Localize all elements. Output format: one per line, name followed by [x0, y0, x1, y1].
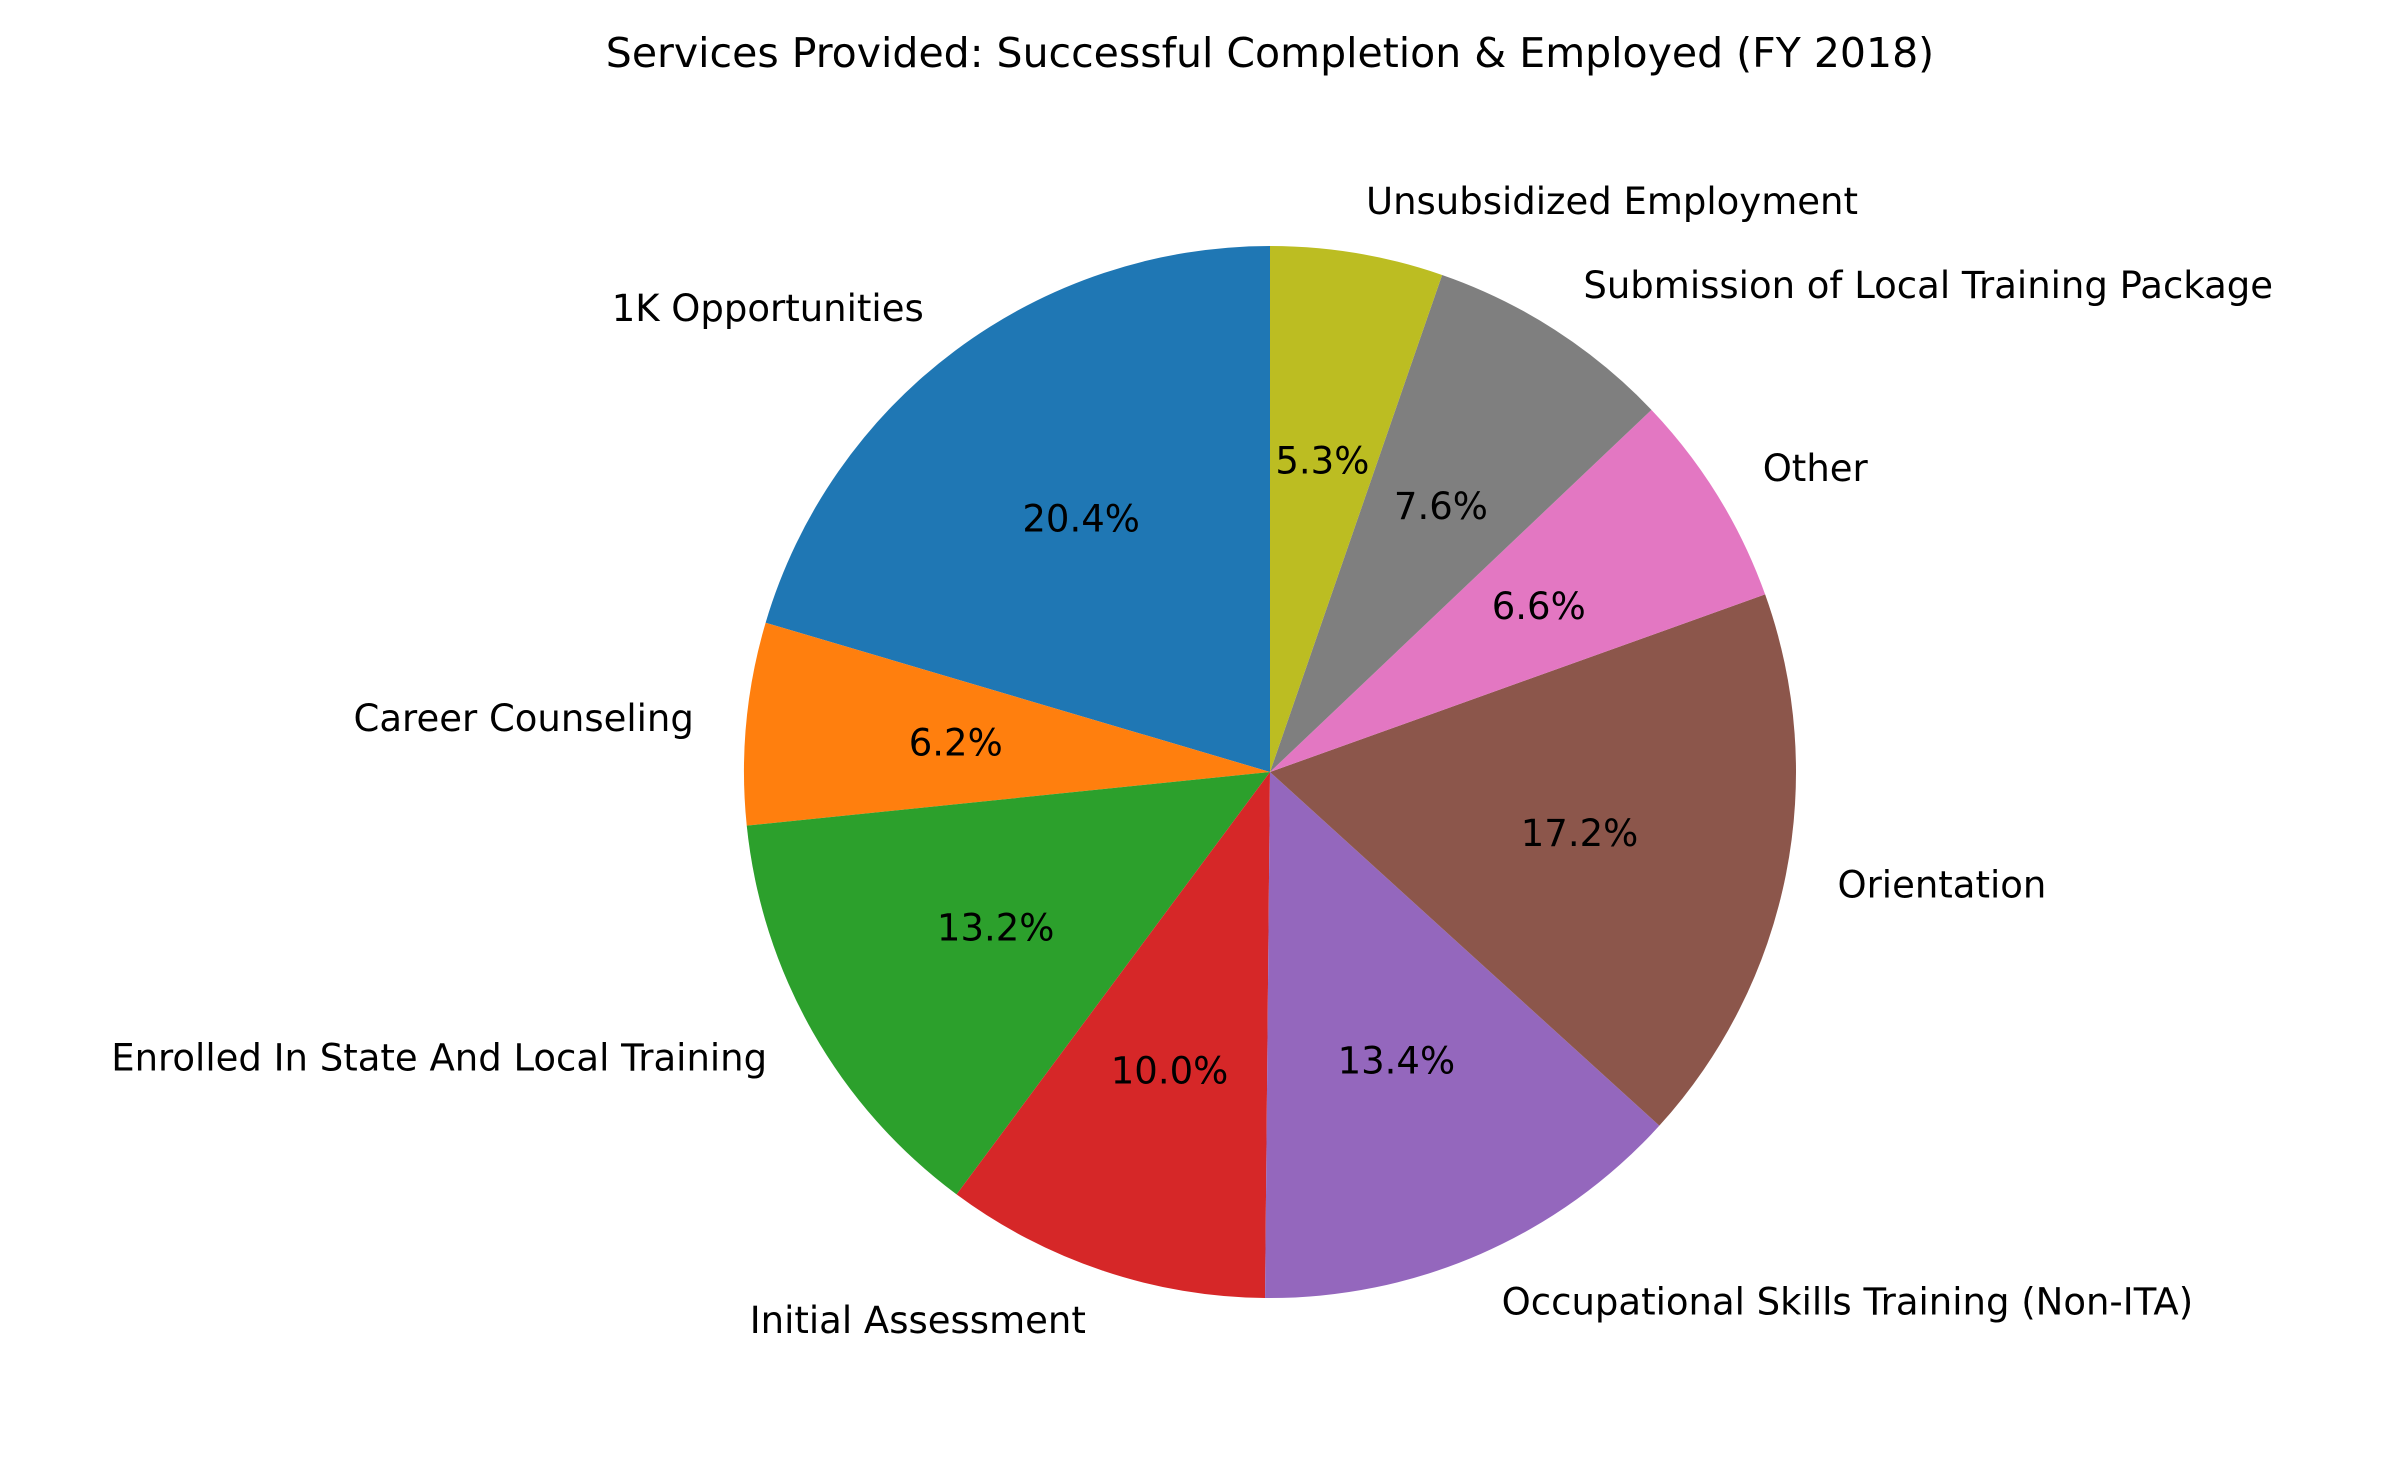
- slice-label-unsubsidized-employment: Unsubsidized Employment: [1366, 180, 1858, 223]
- slice-label-initial-assessment: Initial Assessment: [750, 1299, 1086, 1342]
- chart-title: Services Provided: Successful Completion…: [606, 29, 1934, 77]
- slice-label-orientation: Orientation: [1837, 863, 2046, 906]
- pie-percent-labels: 20.4% 6.2% 13.2% 10.0% 13.4% 17.2% 6.6% 7.6% 5.3…: [909, 439, 1639, 1092]
- slice-label-other: Other: [1763, 447, 1869, 490]
- slice-percent-orientation: 17.2%: [1521, 812, 1639, 855]
- pie-slice-enrolled-in-state-and-local-training: [746, 772, 1270, 1195]
- pie-slice-other: [1270, 409, 1766, 772]
- slice-percent-occupational-skills-training-non-ita: 13.4%: [1338, 1040, 1456, 1083]
- slice-percent-enrolled-in-state-and-local-training: 13.2%: [937, 907, 1055, 950]
- slice-percent-career-counseling: 6.2%: [909, 721, 1003, 764]
- pie-slice-career-counseling: [743, 622, 1270, 826]
- slice-percent-other: 6.6%: [1492, 585, 1586, 628]
- pie-slice-submission-of-local-training-package: [1270, 274, 1652, 772]
- slice-label-career-counseling: Career Counseling: [354, 697, 694, 740]
- slice-percent-submission-of-local-training-package: 7.6%: [1394, 485, 1488, 528]
- slice-label-1k-opportunities: 1K Opportunities: [612, 287, 924, 330]
- slice-percent-unsubsidized-employment: 5.3%: [1275, 439, 1369, 482]
- pie-slice-occupational-skills-training-non-ita: [1265, 772, 1660, 1299]
- pie-slices: [743, 246, 1796, 1299]
- slice-percent-initial-assessment: 10.0%: [1111, 1050, 1229, 1093]
- pie-slice-initial-assessment: [956, 772, 1270, 1298]
- slice-label-enrolled-in-state-and-local-training: Enrolled In State And Local Training: [111, 1037, 767, 1080]
- slice-label-submission-of-local-training-package: Submission of Local Training Package: [1583, 264, 2273, 307]
- slice-percent-1k-opportunities: 20.4%: [1022, 498, 1140, 541]
- pie-slice-orientation: [1270, 594, 1796, 1126]
- pie-outer-labels: 1K Opportunities Career Counseling Enrolle…: [111, 180, 2273, 1342]
- slice-label-occupational-skills-training-non-ita: Occupational Skills Training (Non-ITA): [1502, 1281, 2194, 1324]
- pie-slice-1k-opportunities: [765, 246, 1270, 772]
- pie-slice-unsubsidized-employment: [1270, 246, 1443, 772]
